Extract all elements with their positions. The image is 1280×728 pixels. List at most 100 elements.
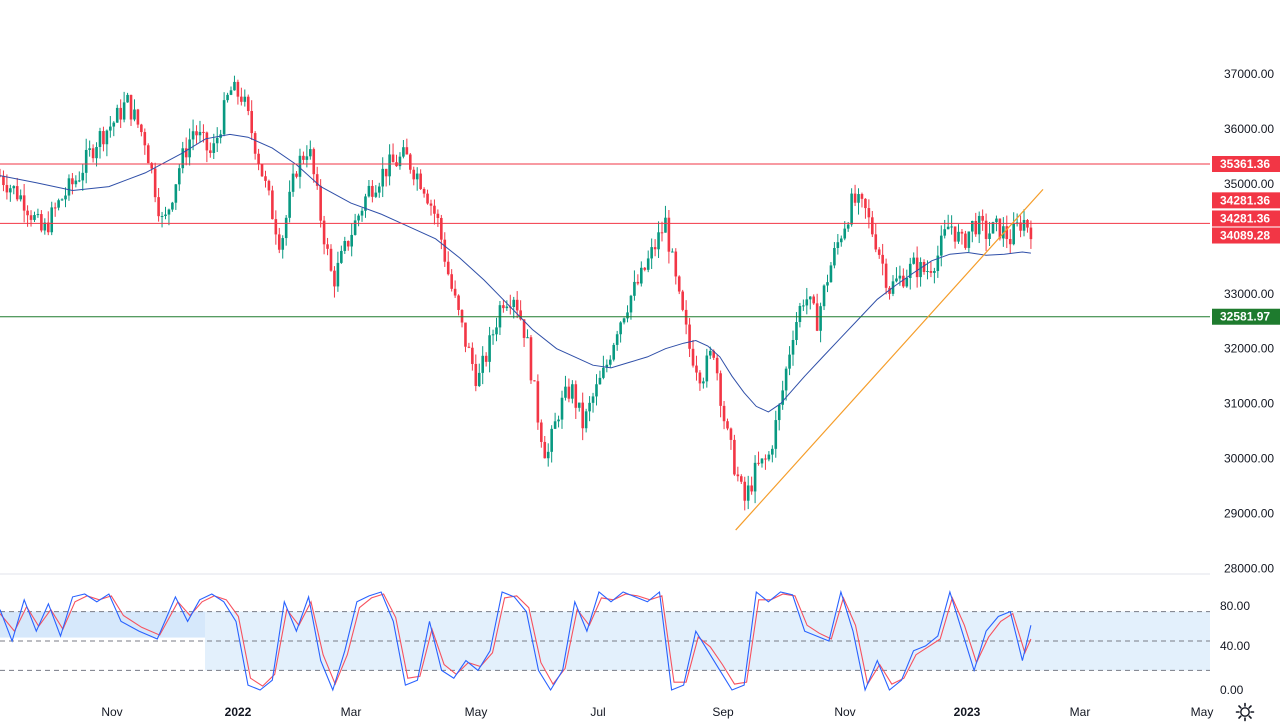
stochastic-pane[interactable]	[0, 589, 1210, 692]
candle	[733, 434, 736, 476]
candle	[267, 179, 271, 196]
support-resistance-lines[interactable]	[0, 163, 1210, 318]
candle	[633, 270, 636, 301]
candle	[598, 370, 602, 385]
candle	[91, 144, 95, 163]
candle	[557, 415, 560, 428]
candle	[126, 92, 129, 103]
candle	[664, 205, 667, 233]
candle	[908, 257, 912, 290]
candle	[529, 335, 533, 384]
candle	[622, 317, 626, 325]
candle	[64, 187, 67, 208]
candle	[767, 451, 771, 462]
stochastic-band-gap	[0, 637, 205, 671]
candle	[757, 451, 760, 466]
price-tick-label: 37000.00	[1224, 67, 1274, 81]
candle	[974, 212, 978, 237]
candle	[67, 174, 71, 201]
trendline[interactable]	[735, 188, 1044, 531]
candle	[143, 128, 147, 155]
candle	[36, 208, 40, 218]
candle	[608, 355, 612, 368]
candle	[153, 162, 157, 203]
candle	[360, 207, 364, 222]
candle	[781, 380, 784, 410]
candle	[495, 317, 498, 342]
candle	[19, 189, 22, 202]
candle	[502, 299, 505, 313]
candle	[84, 138, 88, 184]
candle	[1019, 215, 1022, 238]
trendline-group[interactable]	[735, 188, 1044, 531]
candle	[184, 137, 188, 166]
candle	[574, 380, 578, 419]
candle	[584, 408, 588, 433]
candle	[888, 286, 891, 300]
candle	[88, 140, 91, 157]
candle	[939, 225, 943, 267]
candle	[22, 184, 26, 223]
candle	[988, 221, 991, 247]
candle	[522, 319, 526, 347]
candle	[560, 390, 564, 429]
candle	[946, 214, 950, 230]
candle	[274, 210, 278, 245]
candle	[446, 251, 450, 276]
candle	[736, 466, 740, 482]
candle	[129, 94, 133, 126]
candle	[95, 142, 98, 167]
candle	[877, 247, 881, 259]
candle	[619, 321, 622, 343]
price-tick-label: 28000.00	[1224, 562, 1274, 576]
time-tick-label: May	[465, 705, 488, 719]
candle	[295, 171, 298, 179]
candle	[1002, 217, 1005, 247]
price-tags: 35361.36 34281.36 34281.36 34089.28 32581.97	[1212, 156, 1280, 325]
candle	[653, 239, 657, 257]
candle	[602, 355, 605, 380]
candle	[284, 215, 288, 246]
candle	[922, 259, 926, 275]
candle	[329, 244, 333, 272]
candle	[457, 294, 460, 316]
candle	[750, 476, 753, 495]
candle	[881, 243, 884, 276]
price-tick-label: 32000.00	[1224, 342, 1274, 356]
candle	[412, 166, 416, 186]
gear-icon[interactable]	[1235, 702, 1255, 722]
candle	[646, 250, 650, 273]
candle	[605, 359, 609, 373]
svg-text:32581.97: 32581.97	[1220, 310, 1270, 324]
candle	[512, 296, 516, 319]
price-pane[interactable]	[0, 75, 1033, 511]
candle	[43, 218, 47, 235]
candle	[688, 318, 691, 357]
candle	[12, 185, 16, 195]
candle	[629, 294, 633, 320]
candle	[798, 302, 802, 328]
candle	[540, 419, 543, 448]
candle	[322, 215, 326, 255]
candle	[784, 366, 788, 401]
candle	[467, 342, 471, 349]
candle	[884, 258, 888, 295]
moving-average-line	[0, 133, 1031, 413]
candle	[1008, 229, 1012, 254]
candle	[9, 184, 12, 202]
candle	[271, 185, 274, 220]
candle	[205, 131, 209, 163]
candle	[571, 380, 574, 404]
candle	[933, 267, 936, 284]
candle	[181, 141, 185, 174]
candle	[250, 100, 253, 140]
price-tick-label: 29000.00	[1224, 507, 1274, 521]
candle	[774, 410, 778, 458]
candle	[660, 221, 664, 242]
svg-text:34089.28: 34089.28	[1220, 229, 1270, 243]
candle	[415, 167, 419, 191]
candle	[443, 232, 447, 267]
candle	[936, 245, 940, 278]
candle	[5, 174, 9, 200]
